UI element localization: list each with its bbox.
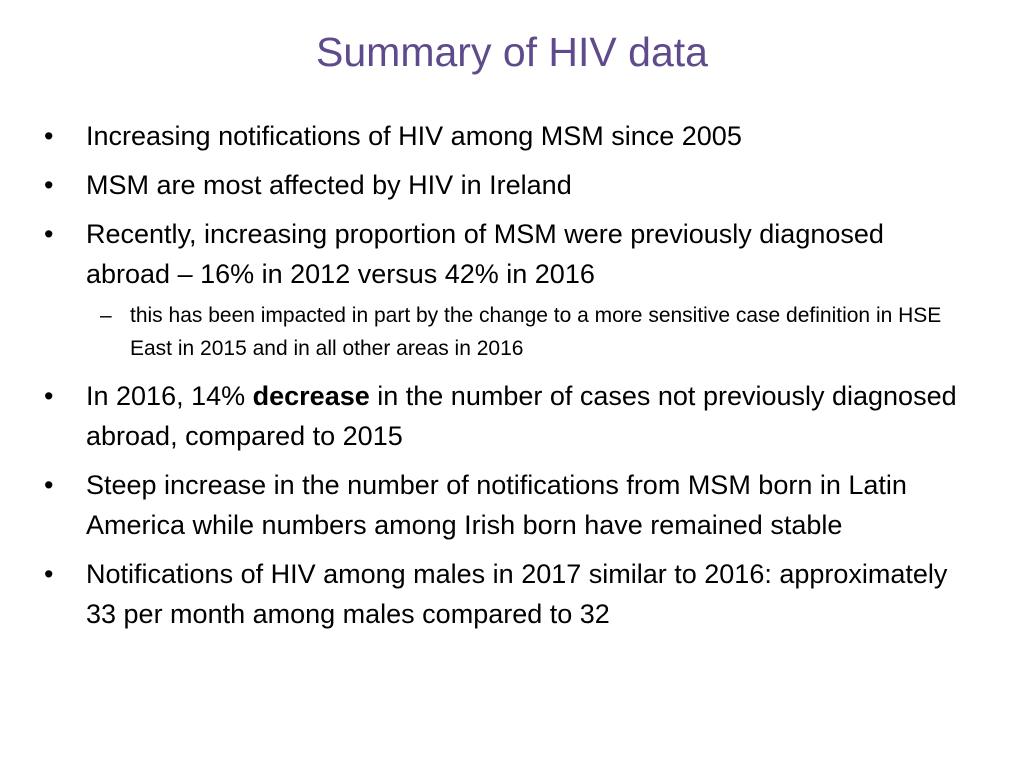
bullet-marker: • bbox=[44, 170, 54, 200]
bullet-text: Increasing notifications of HIV among MS… bbox=[86, 121, 742, 151]
bullet-marker: • bbox=[44, 381, 54, 411]
bullet-marker: • bbox=[44, 470, 54, 500]
slide-title: Summary of HIV data bbox=[316, 29, 708, 75]
sub-bullet-item: – this has been impacted in part by the … bbox=[0, 299, 1024, 365]
bullet-item-5: • Steep increase in the number of notifi… bbox=[0, 465, 1024, 545]
bullet-text: Notifications of HIV among males in 2017… bbox=[86, 559, 948, 629]
bullet-marker: • bbox=[44, 121, 54, 151]
bullet-text-after: in the number of cases not previously di… bbox=[86, 381, 957, 451]
bullet-marker: • bbox=[44, 219, 54, 249]
bullet-text: MSM are most affected by HIV in Ireland bbox=[86, 170, 572, 200]
bullet-item-1: • Increasing notifications of HIV among … bbox=[0, 116, 1024, 156]
bullet-text-bold: decrease bbox=[252, 381, 370, 411]
bullet-marker: • bbox=[44, 559, 54, 589]
bullet-item-4: • In 2016, 14% decrease in the number of… bbox=[0, 376, 1024, 456]
bullet-item-2: • MSM are most affected by HIV in Irelan… bbox=[0, 165, 1024, 205]
bullet-item-3: • Recently, increasing proportion of MSM… bbox=[0, 214, 1024, 294]
bullet-text-before: In 2016, 14% bbox=[86, 381, 253, 411]
sub-bullet-marker: – bbox=[100, 304, 112, 327]
bullet-text: Recently, increasing proportion of MSM w… bbox=[86, 219, 884, 289]
sub-bullet-text: this has been impacted in part by the ch… bbox=[130, 304, 942, 360]
bullet-list: • Increasing notifications of HIV among … bbox=[0, 116, 1024, 643]
bullet-text: Steep increase in the number of notifica… bbox=[86, 470, 907, 540]
bullet-item-6: • Notifications of HIV among males in 20… bbox=[0, 554, 1024, 634]
